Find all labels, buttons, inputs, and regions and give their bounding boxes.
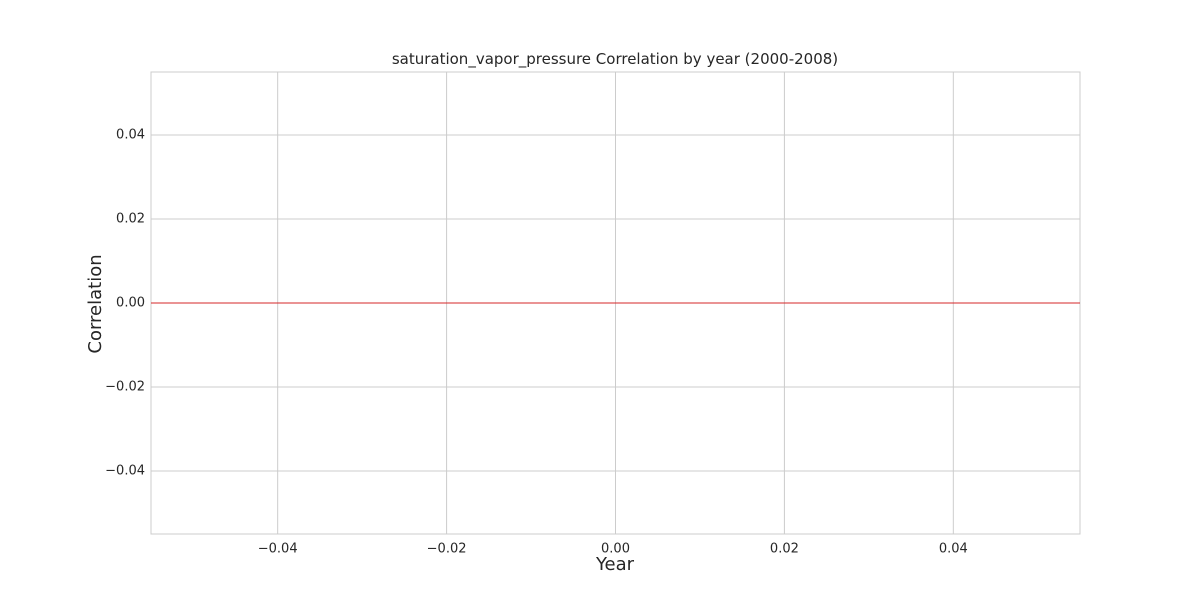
y-tick-label: −0.02 [105,380,145,395]
x-tick-label: −0.02 [427,542,467,557]
x-axis-label: Year [595,554,635,575]
x-tick-label: 0.02 [770,542,799,557]
x-tick-label: 0.04 [939,542,968,557]
y-tick-label: 0.04 [116,128,145,143]
x-tick-label: 0.00 [601,542,630,557]
x-tick-label: −0.04 [258,542,298,557]
y-tick-label: 0.00 [116,296,145,311]
y-tick-label: 0.02 [116,212,145,227]
y-axis-label: Correlation [85,254,106,353]
chart-title: saturation_vapor_pressure Correlation by… [392,50,838,69]
plot-area: −0.04 −0.02 0.00 0.02 0.04 0.04 0.02 0.00 −0.02 −… [105,71,1081,557]
y-tick-label: −0.04 [105,464,145,479]
